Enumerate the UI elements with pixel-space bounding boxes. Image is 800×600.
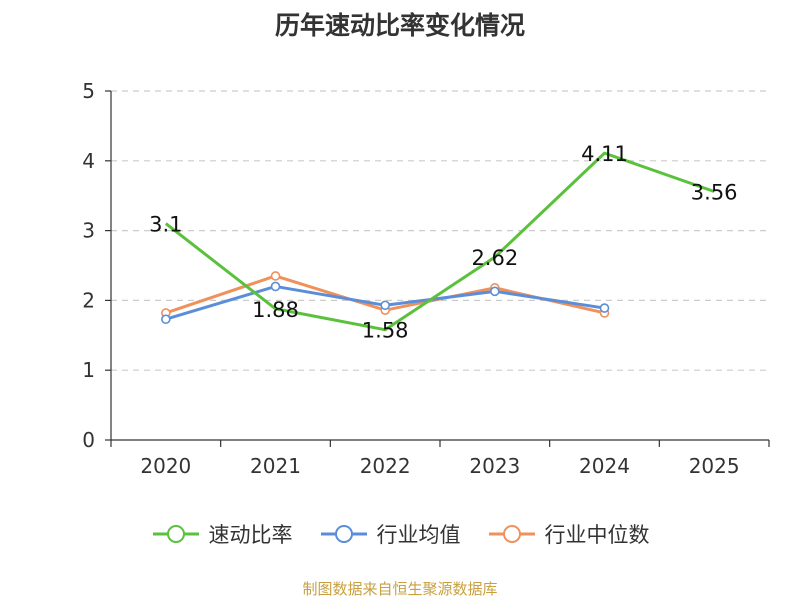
x-tick-label: 2023 <box>469 454 520 478</box>
series-point-1 <box>380 300 390 311</box>
series-point-1 <box>161 314 171 325</box>
series-point-1 <box>599 303 610 313</box>
source-note: 制图数据来自恒生聚源数据库 <box>302 580 498 598</box>
x-tick-label: 2025 <box>689 454 740 478</box>
data-label: 1.88 <box>252 298 299 322</box>
legend-item[interactable]: 行业中位数 <box>487 519 650 549</box>
data-labels: 3.1 1.88 1.58 2.62 4.11 3.56 <box>149 142 737 343</box>
gridlines <box>111 90 769 371</box>
legend: 速动比率 行业均值 行业中位数 <box>0 519 800 549</box>
y-tick-label: 0 <box>82 428 95 452</box>
legend-item[interactable]: 行业均值 <box>319 519 461 549</box>
legend-marker-icon <box>152 525 199 543</box>
y-tick-label: 1 <box>82 358 95 382</box>
axes: 0 1 2 3 4 5 2020 2021 2022 2023 2024 2025 <box>82 79 770 478</box>
legend-label: 行业中位数 <box>544 523 650 547</box>
series-point-1 <box>490 286 500 297</box>
series-point-2 <box>270 271 281 281</box>
y-tick-label: 2 <box>82 288 95 312</box>
legend-marker-icon <box>320 525 367 543</box>
series-line-0 <box>164 151 715 332</box>
y-tick-label: 3 <box>82 219 95 243</box>
data-label: 2.62 <box>471 246 518 270</box>
x-tick-label: 2022 <box>360 454 411 478</box>
series-lines <box>161 151 715 332</box>
data-label: 4.11 <box>581 142 628 166</box>
x-tick-label: 2020 <box>140 454 191 478</box>
x-tick-label: 2021 <box>250 454 301 478</box>
data-label: 3.1 <box>149 213 182 237</box>
x-tick-label: 2024 <box>579 454 630 478</box>
data-label: 1.58 <box>362 319 409 343</box>
y-tick-label: 4 <box>82 149 95 173</box>
series-point-1 <box>270 281 281 292</box>
chart-title: 历年速动比率变化情况 <box>274 11 525 40</box>
legend-label: 速动比率 <box>208 523 293 547</box>
legend-label: 行业均值 <box>376 523 461 547</box>
data-label: 3.56 <box>691 181 738 205</box>
y-tick-label: 5 <box>82 79 95 103</box>
legend-item[interactable]: 速动比率 <box>151 519 293 549</box>
legend-marker-icon <box>488 525 535 543</box>
